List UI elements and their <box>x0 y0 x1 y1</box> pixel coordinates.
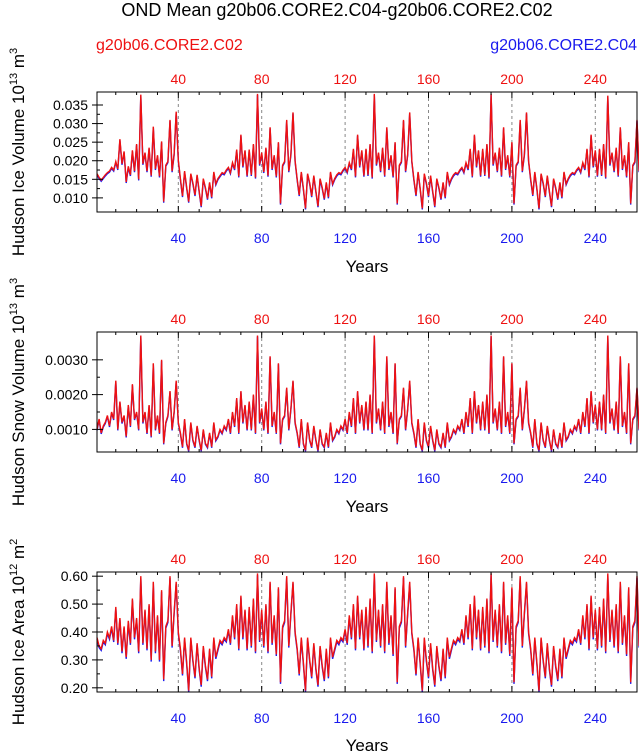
y-tick-label: 0.0010 <box>45 421 88 437</box>
x-tick-label-top: 40 <box>171 311 187 327</box>
series-line-c02 <box>96 573 639 691</box>
x-tick-label-top: 240 <box>584 311 608 327</box>
x-axis-label: Years <box>346 497 389 516</box>
y-tick-label: 0.60 <box>61 568 88 584</box>
y-tick-label: 0.0020 <box>45 387 88 403</box>
x-tick-label-top: 80 <box>254 551 270 567</box>
x-tick-label-top: 200 <box>500 311 524 327</box>
x-tick-label-top: 40 <box>171 71 187 87</box>
x-axis-label: Years <box>346 257 389 276</box>
plot-frame <box>96 91 638 213</box>
x-tick-label-top: 240 <box>584 71 608 87</box>
panel-ice-volume: 40 40 80 80 120 120 160 160 200 200 240 240 0.010 0.0… <box>8 48 639 276</box>
x-tick-label-bottom: 40 <box>171 470 187 486</box>
x-tick-label-top: 120 <box>333 311 357 327</box>
x-tick-label-bottom: 240 <box>584 230 608 246</box>
y-tick-label: 0.030 <box>53 116 88 132</box>
x-tick-label-top: 240 <box>584 551 608 567</box>
x-tick-label-bottom: 240 <box>584 470 608 486</box>
x-tick-label-bottom: 200 <box>500 710 524 726</box>
x-tick-label-bottom: 120 <box>333 230 357 246</box>
y-axis-label: Hudson Ice Volume 1013 m3 <box>8 48 28 256</box>
x-tick-label-top: 200 <box>500 551 524 567</box>
x-tick-label-bottom: 40 <box>171 230 187 246</box>
figure-title: OND Mean g20b06.CORE2.C04-g20b06.CORE2.C… <box>121 0 552 20</box>
y-tick-label: 0.50 <box>61 596 88 612</box>
x-tick-label-top: 200 <box>500 71 524 87</box>
x-tick-label-bottom: 160 <box>417 710 441 726</box>
y-tick-label: 0.30 <box>61 652 88 668</box>
y-tick-label: 0.0030 <box>45 352 88 368</box>
x-tick-label-bottom: 120 <box>333 470 357 486</box>
y-tick-label: 0.20 <box>61 680 88 696</box>
x-tick-label-bottom: 240 <box>584 710 608 726</box>
x-tick-label-top: 40 <box>171 551 187 567</box>
x-tick-label-top: 160 <box>417 551 441 567</box>
y-tick-label: 0.020 <box>53 153 88 169</box>
legend-c02-label: g20b06.CORE2.C02 <box>96 37 243 54</box>
x-tick-label-bottom: 40 <box>171 710 187 726</box>
x-tick-label-bottom: 80 <box>254 710 270 726</box>
y-axis-label: Hudson Ice Area 1012 m2 <box>8 539 28 726</box>
x-tick-label-bottom: 200 <box>500 470 524 486</box>
x-tick-label-bottom: 120 <box>333 710 357 726</box>
y-tick-label: 0.035 <box>53 97 88 113</box>
legend-c04-label: g20b06.CORE2.C04 <box>490 37 637 54</box>
panel-snow-volume: 40 40 80 80 120 120 160 160 200 200 240 240 0.0010 0.… <box>8 278 639 516</box>
x-tick-label-top: 160 <box>417 71 441 87</box>
panel-ice-area: 40 40 80 80 120 120 160 160 200 200 240 240 0.20 0.30… <box>8 539 639 753</box>
y-tick-label: 0.010 <box>53 190 88 206</box>
x-tick-label-bottom: 80 <box>254 470 270 486</box>
plot-frame <box>96 331 638 453</box>
y-axis-label: Hudson Snow Volume 1013 m3 <box>8 278 28 506</box>
x-tick-label-top: 80 <box>254 71 270 87</box>
x-tick-label-bottom: 160 <box>417 470 441 486</box>
series-line-c02 <box>96 335 639 451</box>
x-tick-label-bottom: 160 <box>417 230 441 246</box>
x-tick-label-top: 120 <box>333 71 357 87</box>
y-tick-label: 0.015 <box>53 171 88 187</box>
y-tick-label: 0.40 <box>61 624 88 640</box>
x-tick-label-top: 80 <box>254 311 270 327</box>
y-tick-label: 0.025 <box>53 134 88 150</box>
x-tick-label-top: 120 <box>333 551 357 567</box>
x-axis-label: Years <box>346 736 389 753</box>
series-line-c02 <box>96 93 639 209</box>
x-tick-label-top: 160 <box>417 311 441 327</box>
x-tick-label-bottom: 200 <box>500 230 524 246</box>
x-tick-label-bottom: 80 <box>254 230 270 246</box>
